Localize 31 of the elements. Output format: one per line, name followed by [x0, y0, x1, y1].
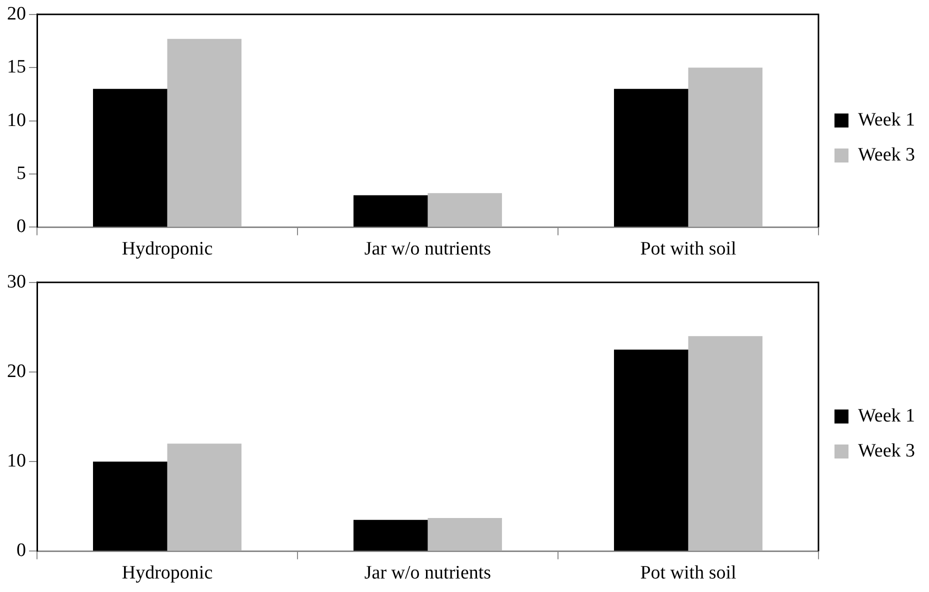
bar: [428, 193, 502, 227]
legend-label: Week 1: [858, 109, 916, 130]
x-tick-label: Jar w/o nutrients: [364, 562, 492, 584]
legend-label: Week 3: [858, 144, 916, 166]
bar: [614, 88, 688, 227]
bar: [428, 518, 502, 551]
bar: [167, 444, 242, 551]
x-tick-label: Jar w/o nutrients: [364, 238, 492, 260]
y-tick-label: 10: [7, 110, 26, 131]
x-tick-label: Hydroponic: [122, 238, 213, 260]
bar: [353, 195, 428, 227]
y-tick-label: 5: [16, 162, 26, 184]
y-tick-label: 10: [7, 450, 26, 472]
y-tick-label: 20: [7, 360, 26, 382]
y-tick-label: 0: [16, 540, 26, 562]
bar: [614, 350, 688, 551]
bar: [688, 336, 762, 551]
x-tick-label: Hydroponic: [122, 562, 213, 584]
y-tick-label: 0: [16, 216, 26, 238]
legend-label: Week 3: [858, 440, 916, 462]
legend-label: Week 1: [858, 405, 916, 426]
y-tick-label: 20: [7, 3, 26, 24]
y-tick-label: 30: [7, 271, 26, 292]
bar: [688, 68, 762, 227]
bar: [167, 38, 242, 227]
bar: [93, 88, 168, 227]
bar: [93, 462, 168, 551]
x-tick-label: Pot with soil: [640, 562, 736, 584]
bar: [353, 520, 428, 551]
x-tick-label: Pot with soil: [640, 238, 736, 260]
y-tick-label: 15: [7, 56, 26, 78]
